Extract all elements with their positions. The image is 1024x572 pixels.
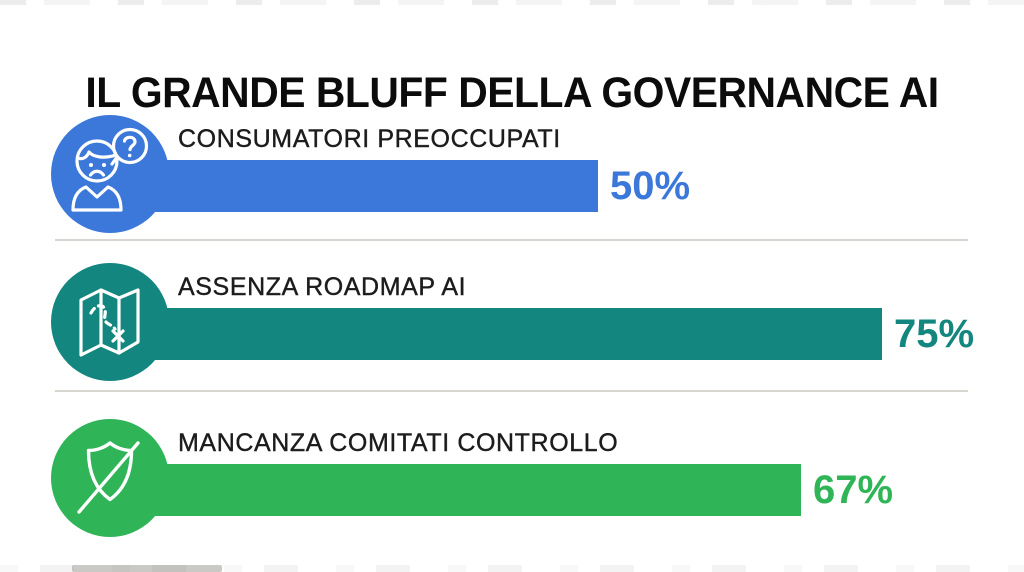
value-label: 75%	[894, 311, 975, 356]
chart-row: MANCANZA COMITATI CONTROLLO 67%	[0, 419, 1024, 537]
row-label: MANCANZA COMITATI CONTROLLO	[178, 429, 619, 457]
folded-map-route-icon	[51, 263, 169, 381]
cropped-text-artifact-blob	[72, 565, 222, 572]
page-title: IL GRANDE BLUFF DELLA GOVERNANCE AI	[85, 68, 939, 117]
row-divider	[55, 239, 968, 241]
cropped-text-artifact-bottom	[0, 565, 1024, 572]
worried-person-question-icon	[51, 115, 169, 233]
chart-row: CONSUMATORI PREOCCUPATI 50%	[0, 115, 1024, 233]
shield-slash-icon	[51, 419, 169, 537]
value-label: 50%	[610, 163, 691, 208]
row-label: ASSENZA ROADMAP AI	[178, 273, 467, 301]
row-divider	[55, 390, 968, 392]
row-label: CONSUMATORI PREOCCUPATI	[178, 125, 561, 153]
cropped-text-artifact-top	[0, 0, 1024, 5]
value-label: 67%	[813, 467, 894, 512]
chart-row: ASSENZA ROADMAP AI 75%	[0, 263, 1024, 381]
bar-consumatori	[110, 160, 598, 212]
bar-roadmap	[110, 308, 882, 360]
bar-comitati	[110, 464, 801, 516]
